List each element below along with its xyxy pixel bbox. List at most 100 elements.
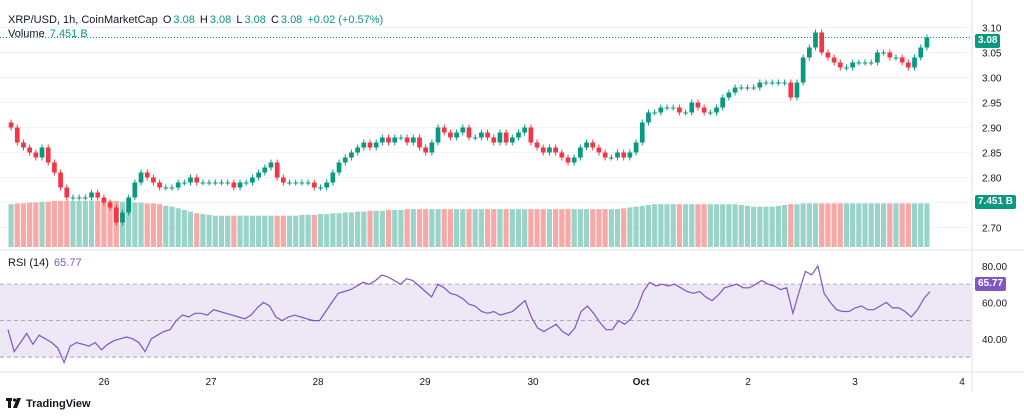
volume-bar (379, 210, 385, 247)
candle-body (670, 107, 676, 109)
volume-bar (794, 204, 800, 247)
volume-bar (478, 209, 484, 247)
candle-body (912, 57, 917, 68)
candle-body (837, 62, 843, 68)
volume-bar (107, 200, 113, 247)
volume-bar (187, 211, 194, 247)
candle-body (367, 142, 373, 148)
volume-bar (509, 209, 515, 247)
volume-bar (101, 200, 107, 247)
candle-body (107, 202, 113, 208)
rsi-axis[interactable]: 80.00 60.00 40.00 (982, 262, 1007, 346)
candle-body (540, 147, 546, 153)
candle-body (466, 127, 472, 138)
candle-body (844, 67, 849, 69)
volume-bar (342, 212, 348, 247)
volume-bar (497, 209, 503, 247)
candle-body (268, 162, 274, 168)
candle-body (324, 182, 330, 188)
volume-bar (484, 209, 491, 247)
candle-body (429, 142, 435, 153)
candle-body (745, 87, 750, 89)
time-tick: Oct (633, 377, 650, 388)
volume-legend: Volume 7.451 B (8, 27, 90, 41)
candle-body (509, 137, 515, 143)
candle-body (633, 142, 639, 153)
rsi-tick: 80.00 (982, 262, 1007, 273)
volume-bar (212, 215, 218, 247)
candle-body (194, 177, 200, 183)
candle-body (590, 142, 596, 148)
candle-body (621, 152, 627, 158)
volume-label[interactable]: Volume (8, 28, 45, 40)
volume-bar (874, 203, 880, 247)
volume-bar (806, 203, 812, 247)
low-value: 3.08 (244, 14, 266, 26)
volume-bar (33, 202, 39, 247)
candle-body (39, 147, 45, 158)
candle-body (751, 87, 756, 89)
volume-bar (14, 203, 20, 247)
volume-bar (256, 215, 262, 247)
candle-body (21, 142, 26, 148)
candle-body (355, 147, 360, 153)
volume-bar (20, 203, 27, 247)
volume-bar (336, 213, 342, 247)
volume-bar (194, 213, 200, 247)
volume-bar (837, 203, 843, 247)
volume-bar (633, 206, 639, 247)
rsi-label[interactable]: RSI (14) (8, 257, 49, 269)
volume-bar (763, 206, 769, 247)
candle-body (893, 57, 899, 59)
candle-body (479, 132, 484, 138)
volume-bar (385, 209, 392, 247)
candle-body (905, 62, 911, 68)
volume-bar (268, 215, 274, 247)
tradingview-logo-icon[interactable] (6, 398, 22, 410)
time-axis[interactable]: 26 27 28 29 30 Oct 2 3 4 (98, 377, 965, 388)
volume-bar (361, 211, 367, 247)
volume-bar (447, 209, 454, 247)
candle-body (757, 82, 763, 88)
candle-body (856, 62, 862, 64)
candle-body (726, 92, 732, 98)
volume-bar (627, 207, 633, 247)
volume-bar (423, 209, 429, 247)
brand-label[interactable]: TradingView (26, 398, 91, 410)
candle-body (776, 82, 781, 84)
candle-body (534, 142, 540, 148)
candle-body (8, 122, 14, 128)
candle-body (596, 147, 602, 153)
volume-bar (775, 205, 781, 247)
candle-body (113, 207, 119, 223)
candle-body (831, 57, 837, 63)
volume-bar (45, 201, 51, 247)
volume-bar (905, 203, 911, 247)
candle-body (163, 187, 169, 189)
candle-body (528, 127, 534, 143)
volume-bar (88, 200, 95, 247)
rsi-tick: 60.00 (982, 298, 1007, 309)
candle-body (144, 172, 150, 178)
rsi-tick: 40.00 (982, 335, 1007, 346)
volume-bar (330, 213, 336, 247)
volume-bar (689, 204, 695, 247)
close-label: C (270, 14, 279, 26)
candle-body (138, 172, 144, 183)
time-tick: 29 (419, 377, 431, 388)
candle-body (45, 147, 51, 163)
candle-body (336, 162, 342, 173)
candle-body (361, 142, 367, 148)
candle-body (639, 122, 645, 143)
volume-bar (404, 209, 410, 247)
volume-bar (639, 205, 645, 247)
symbol-label[interactable]: XRP/USD, 1h, CoinMarketCap (8, 14, 158, 26)
volume-bar (911, 203, 918, 247)
candle-body (243, 182, 249, 184)
footer: TradingView (6, 398, 91, 410)
volume-bar (435, 209, 441, 247)
candle-body (14, 127, 20, 143)
volume-bar (565, 209, 571, 247)
candle-body (658, 107, 664, 113)
